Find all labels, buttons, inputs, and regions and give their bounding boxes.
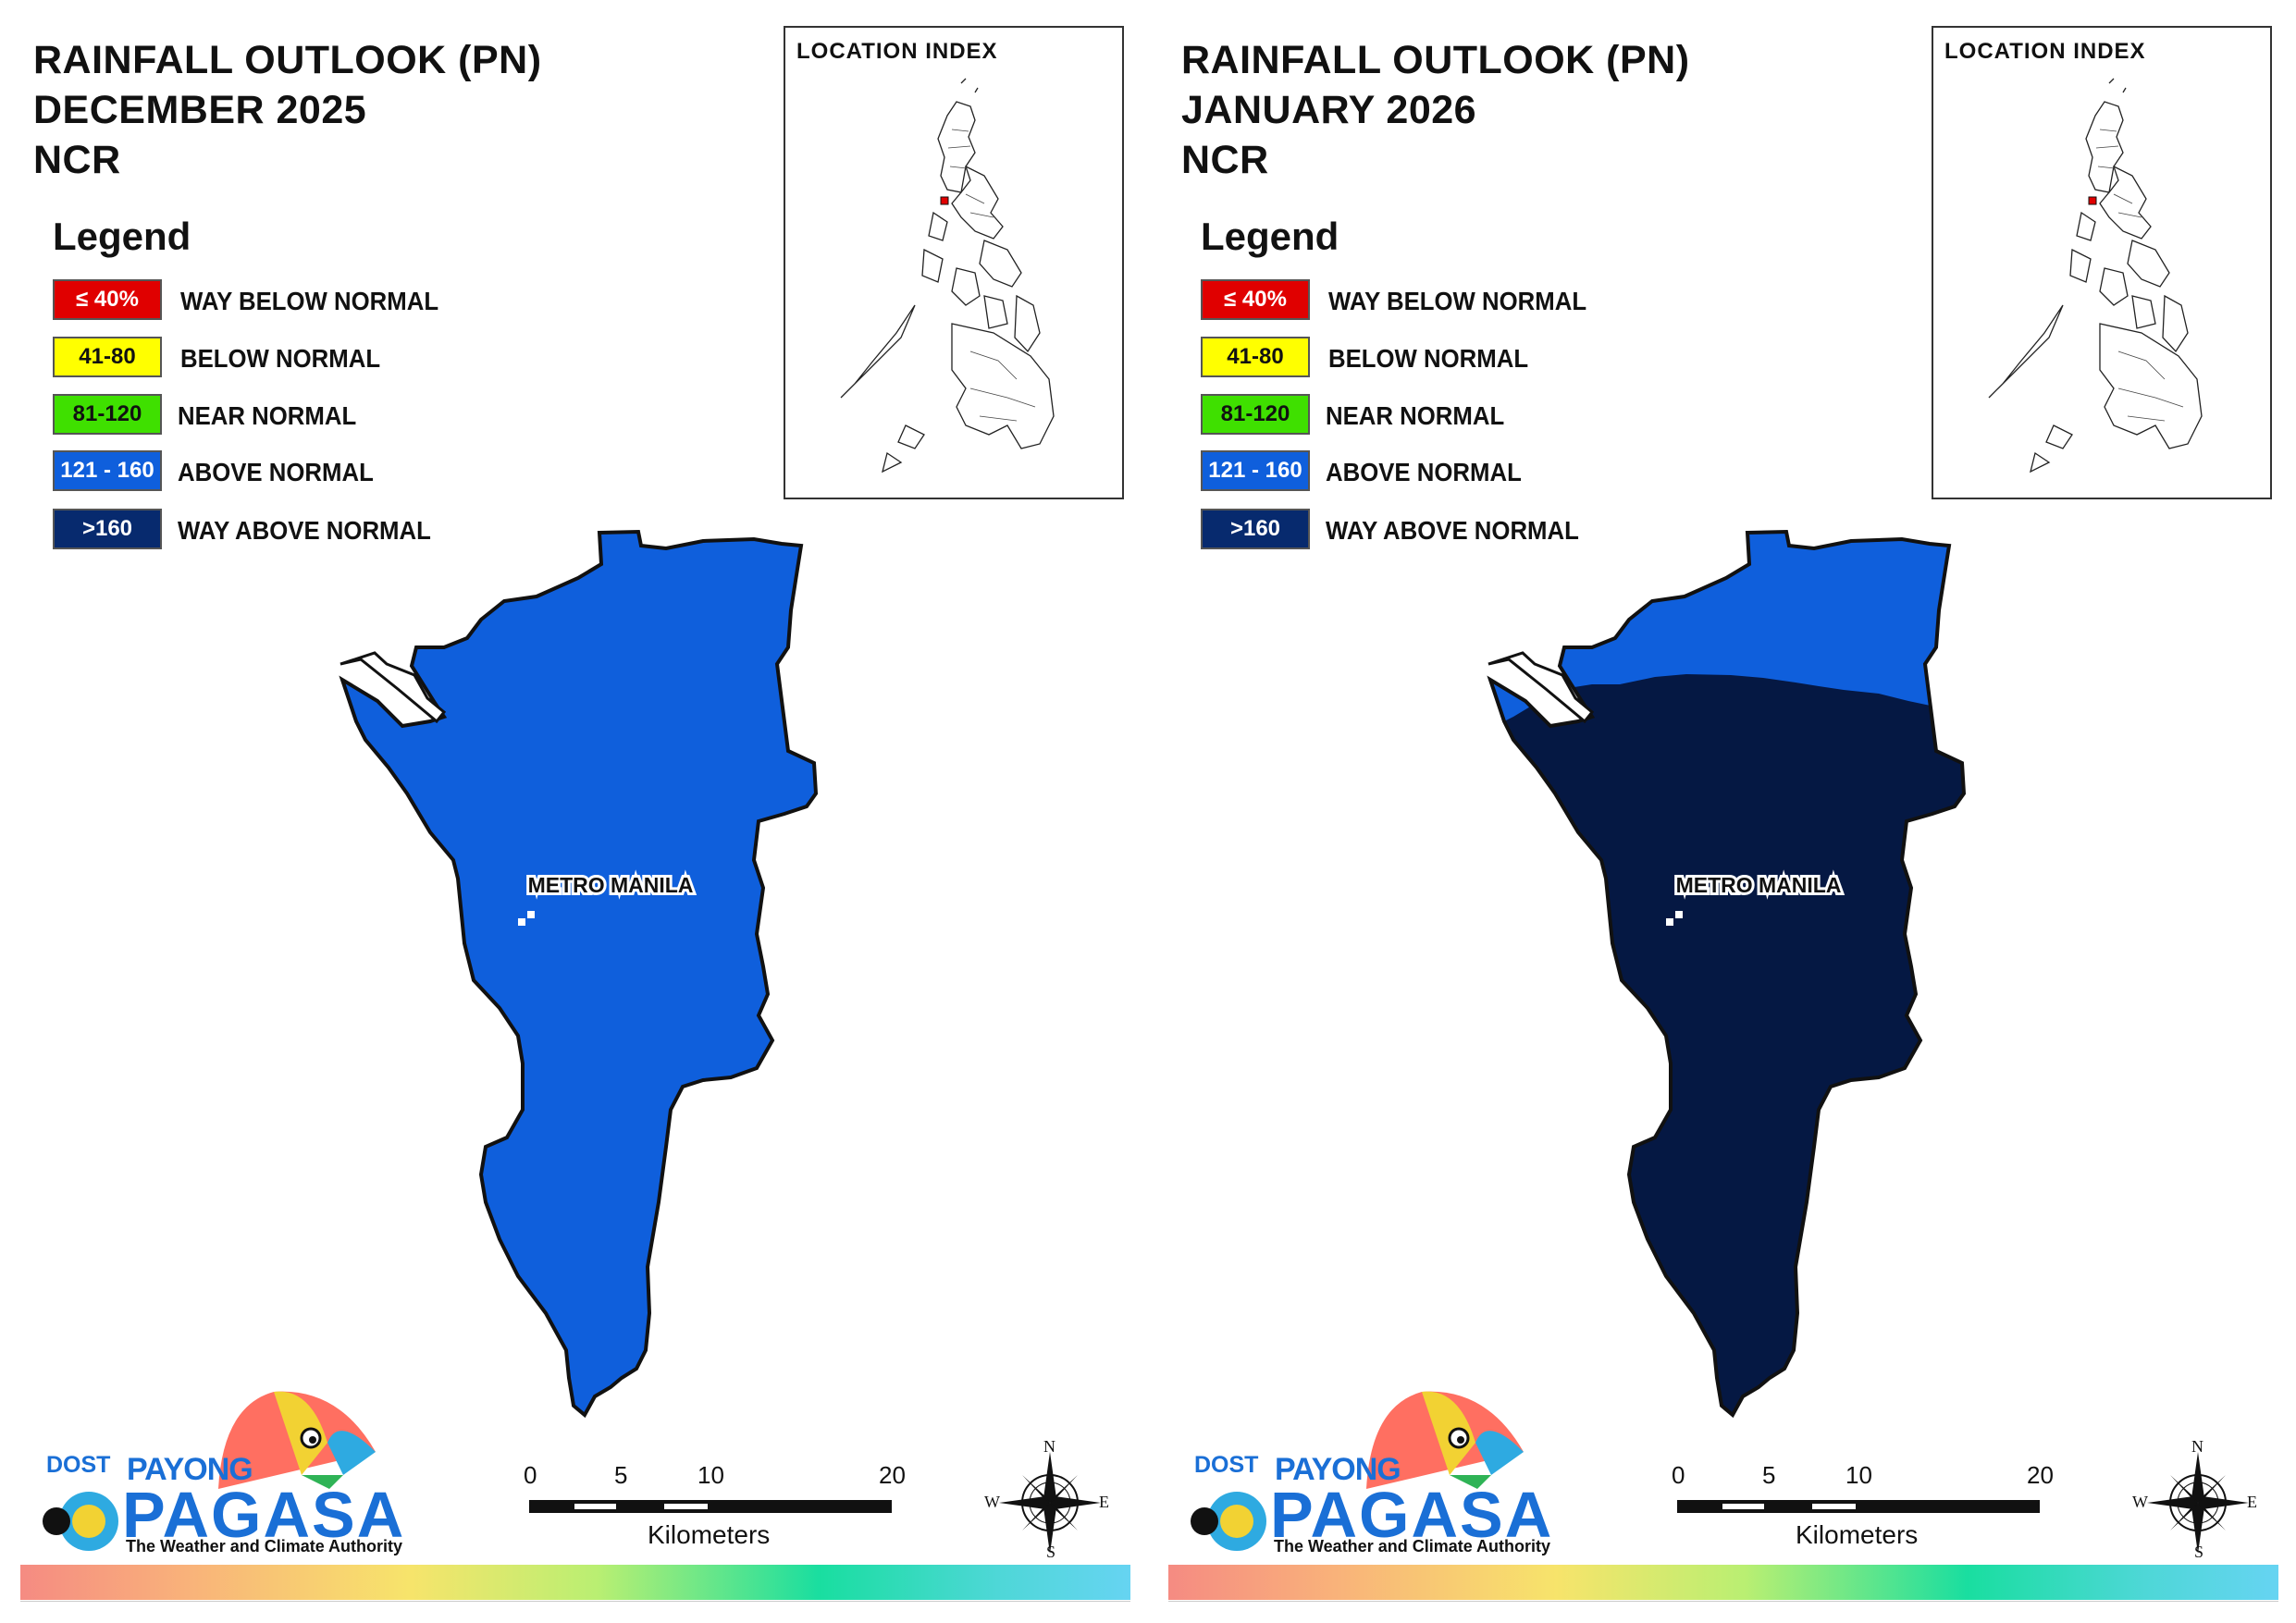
logo-pagasa-text: PAGASA (122, 1479, 406, 1551)
payong-pagasa-logo: DOST PAYONG PAGASA The Weather and Clima… (33, 1387, 403, 1572)
panel-january: RAINFALL OUTLOOK (PN) JANUARY 2026 NCR L… (1148, 0, 2296, 1623)
legend-swatch: >160 (53, 509, 162, 549)
compass-s: S (2194, 1543, 2204, 1561)
title-line-1: RAINFALL OUTLOOK (PN) (33, 38, 542, 82)
scale-bar: 0 5 10 20 Kilometers (1666, 1461, 2073, 1563)
legend-swatch: ≤ 40% (1201, 279, 1310, 320)
ncr-region-outline (1487, 529, 1967, 1419)
legend-title: Legend (53, 215, 191, 258)
legend-swatch: 121 - 160 (53, 450, 162, 491)
legend-label: WAY ABOVE NORMAL (178, 516, 431, 545)
philippines-outline-map (840, 78, 1055, 473)
scale-tick-0: 0 (1672, 1461, 1685, 1489)
umbrella-logo-icon (43, 1391, 376, 1551)
compass-w: W (984, 1493, 1000, 1511)
scale-tick-0: 0 (524, 1461, 537, 1489)
scale-tick-10: 10 (697, 1461, 724, 1489)
location-index-inset: LOCATION INDEX (1932, 26, 2272, 499)
logo-payong-text: PAYONG (127, 1452, 253, 1487)
title-line-3: NCR (1181, 138, 1269, 182)
legend-label: WAY ABOVE NORMAL (1326, 516, 1579, 545)
title-line-1: RAINFALL OUTLOOK (PN) (1181, 38, 1690, 82)
footer-gradient-bar (20, 1565, 1130, 1600)
compass-e: E (2247, 1493, 2257, 1511)
legend-swatch: 81-120 (1201, 394, 1310, 435)
logo-payong-text: PAYONG (1275, 1452, 1401, 1487)
scale-unit: Kilometers (648, 1520, 771, 1549)
map-title: RAINFALL OUTLOOK (PN) DECEMBER 2025 NCR (33, 35, 542, 185)
legend-label: BELOW NORMAL (180, 344, 381, 373)
ncr-highlight-marker (940, 196, 949, 205)
scale-bar-graphic (529, 1500, 892, 1513)
scale-tick-10: 10 (1845, 1461, 1872, 1489)
compass-w: W (2132, 1493, 2148, 1511)
legend-label: WAY BELOW NORMAL (180, 287, 439, 315)
location-index-title: LOCATION INDEX (1944, 39, 2146, 64)
scale-tick-20: 20 (879, 1461, 906, 1489)
compass-s: S (1046, 1543, 1056, 1561)
logo-dost-text: DOST (46, 1452, 111, 1478)
compass-rose-icon (999, 1452, 1101, 1554)
title-line-3: NCR (33, 138, 121, 182)
legend-swatch: 41-80 (53, 337, 162, 377)
compass-n: N (2191, 1437, 2203, 1456)
compass-rose: N S E W (984, 1437, 1110, 1563)
ncr-rainfall-map: METRO MANILA METRO MANILA (1487, 529, 1967, 1419)
legend-swatch: 81-120 (53, 394, 162, 435)
scale-tick-20: 20 (2027, 1461, 2054, 1489)
title-line-2: DECEMBER 2025 (33, 88, 367, 132)
location-index-title: LOCATION INDEX (796, 39, 998, 64)
map-label-halo: METRO MANILA (528, 873, 694, 897)
compass-rose: N S E W (2132, 1437, 2258, 1563)
footer-divider (1168, 1601, 2278, 1602)
ncr-region-december (339, 529, 819, 1419)
map-label-halo: METRO MANILA (1676, 873, 1842, 897)
legend-label: WAY BELOW NORMAL (1328, 287, 1587, 315)
map-label-metro-manila: METRO MANILA (1676, 873, 1842, 897)
title-line-2: JANUARY 2026 (1181, 88, 1477, 132)
logo-pagasa-text: PAGASA (1270, 1479, 1554, 1551)
logo-tagline: The Weather and Climate Authority (1274, 1537, 1551, 1555)
location-index-inset: LOCATION INDEX (784, 26, 1124, 499)
legend-title: Legend (1201, 215, 1339, 258)
scale-unit: Kilometers (1796, 1520, 1919, 1549)
scale-tick-5: 5 (1762, 1461, 1776, 1489)
panel-december: RAINFALL OUTLOOK (PN) DECEMBER 2025 NCR … (20, 26, 1130, 1602)
ncr-highlight-marker (2088, 196, 2097, 205)
legend-label: ABOVE NORMAL (178, 458, 374, 486)
legend-label: NEAR NORMAL (178, 401, 357, 430)
compass-e: E (1099, 1493, 1109, 1511)
scale-bar: 0 5 10 20 Kilometers (518, 1461, 925, 1563)
logo-tagline: The Weather and Climate Authority (126, 1537, 403, 1555)
compass-rose-icon (2147, 1452, 2249, 1554)
logo-dost-text: DOST (1194, 1452, 1259, 1478)
umbrella-logo-icon (1191, 1391, 1524, 1551)
legend-label: ABOVE NORMAL (1326, 458, 1522, 486)
scale-bar-graphic (1677, 1500, 2040, 1513)
legend-swatch: 121 - 160 (1201, 450, 1310, 491)
legend-label: BELOW NORMAL (1328, 344, 1529, 373)
footer-gradient-bar (1168, 1565, 2278, 1600)
ncr-zone-way-above-normal (1490, 674, 1964, 1415)
map-label-metro-manila: METRO MANILA (528, 873, 694, 897)
scale-tick-5: 5 (614, 1461, 628, 1489)
compass-n: N (1043, 1437, 1055, 1456)
legend-swatch: >160 (1201, 509, 1310, 549)
footer-divider (20, 1601, 1130, 1602)
legend-label: NEAR NORMAL (1326, 401, 1505, 430)
ncr-rainfall-map: METRO MANILA METRO MANILA (339, 529, 819, 1419)
map-title: RAINFALL OUTLOOK (PN) JANUARY 2026 NCR (1181, 35, 1690, 185)
philippines-outline-map (1988, 78, 2203, 473)
legend-swatch: 41-80 (1201, 337, 1310, 377)
payong-pagasa-logo: DOST PAYONG PAGASA The Weather and Clima… (1181, 1387, 1551, 1572)
legend-swatch: ≤ 40% (53, 279, 162, 320)
